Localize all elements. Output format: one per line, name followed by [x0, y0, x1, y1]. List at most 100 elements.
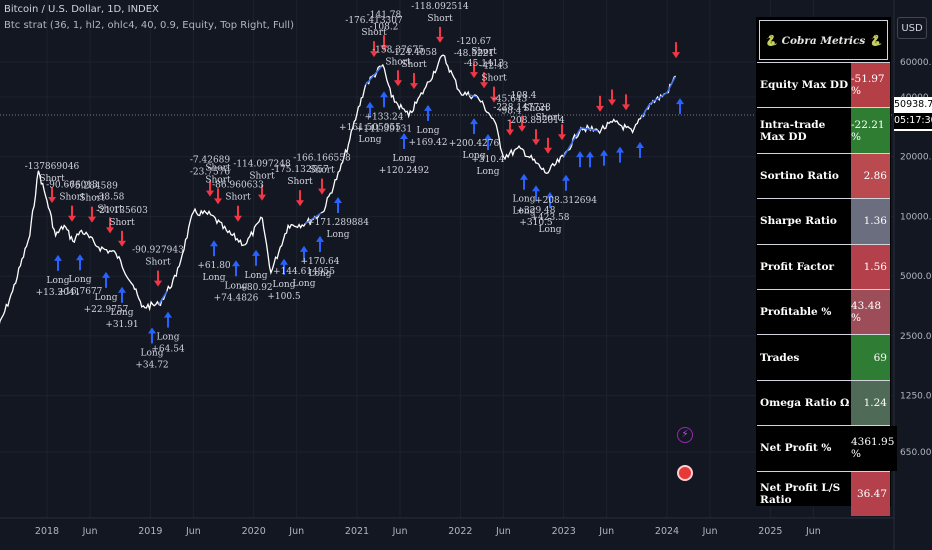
long-label: Long — [47, 276, 70, 286]
metrics-title: 🐍 Cobra Metrics 🐍 — [759, 20, 888, 60]
short-signal-arrowhead — [544, 147, 552, 154]
short-signal-arrowhead — [558, 134, 566, 141]
short-label: Short — [385, 57, 411, 67]
long-label: +64.54 — [151, 345, 185, 355]
long-label: +161.505055 — [339, 123, 401, 133]
x-tick-label: Jun — [288, 526, 304, 537]
metric-row: Sharpe Ratio 1.36 — [757, 198, 890, 244]
short-signal-arrowhead — [622, 104, 630, 111]
long-label: Long — [359, 135, 382, 145]
chart-header: Bitcoin / U.S. Dollar, 1D, INDEX Btc str… — [4, 2, 294, 34]
short-signal-arrowhead — [518, 125, 526, 132]
long-signal-arrowhead — [470, 118, 478, 125]
short-signal-arrowhead — [318, 188, 326, 195]
long-signal-arrowhead — [546, 191, 554, 198]
x-tick-label: Jun — [495, 526, 511, 537]
long-label: +34.72 — [135, 360, 168, 370]
short-label: -38.58 — [96, 192, 125, 202]
lightning-event-icon[interactable]: ⚡ — [677, 427, 693, 443]
long-label: Long — [245, 271, 268, 281]
short-label: Short — [145, 258, 171, 268]
long-signal-arrowhead — [54, 254, 62, 261]
long-label: +16.7677 — [58, 287, 103, 297]
short-signal-arrowhead — [608, 99, 616, 106]
metric-value: 69 — [851, 335, 890, 380]
x-tick-label: 2025 — [758, 526, 782, 537]
y-tick-label: 1250.00 — [900, 392, 932, 402]
long-signal-arrowhead — [636, 141, 644, 148]
long-signal-arrowhead — [366, 101, 374, 108]
short-label: -108.2 — [370, 22, 399, 32]
symbol-title[interactable]: Bitcoin / U.S. Dollar, 1D, INDEX — [4, 4, 159, 15]
short-label: Short — [523, 104, 549, 114]
us-flag-event-icon[interactable] — [677, 465, 693, 481]
long-label: +423.58 — [530, 213, 569, 223]
long-label: +13.2041 — [36, 288, 81, 298]
long-label: Long — [417, 126, 440, 136]
metric-value: 43.48 % — [851, 289, 890, 335]
metric-row: Intra-trade Max DD -22.21 % — [757, 107, 890, 153]
metric-label: Net Profit L/S Ratio — [760, 481, 841, 506]
long-signal-arrowhead — [76, 254, 84, 261]
x-tick-label: 2018 — [35, 526, 59, 537]
currency-button[interactable]: USD — [897, 17, 927, 39]
metric-value: 1.24 — [851, 380, 890, 426]
long-label: Long — [463, 151, 486, 161]
x-axis: 2018 Jun 2019 Jun 2020 Jun 2021 Jun 2022 Jun 2023 J… — [35, 526, 821, 537]
cobra-metrics-panel: 🐍 Cobra Metrics 🐍 Equity Max DD -51.97 % I… — [756, 17, 898, 516]
current-price-value: 50938.78 — [894, 99, 932, 110]
short-label: -108.4 — [508, 91, 537, 101]
metric-label: Trades — [760, 351, 800, 364]
x-tick-label: Jun — [185, 526, 201, 537]
long-label: +144.614955 — [273, 267, 335, 277]
short-signal-arrowhead — [88, 216, 96, 223]
x-tick-label: 2023 — [552, 526, 576, 537]
long-signal-arrowhead — [252, 249, 260, 256]
metric-row: Profitable % 43.48 % — [757, 288, 890, 335]
long-label: +169.42 — [408, 138, 447, 148]
metric-row: Equity Max DD -51.97 % — [757, 62, 890, 108]
y-tick-label: 2500.00 — [900, 332, 932, 342]
short-label: -7.42689 — [190, 156, 231, 166]
long-segment — [365, 65, 383, 86]
short-label: -75.284589 — [66, 182, 118, 192]
long-signal-arrowhead — [102, 271, 110, 278]
long-signal-arrowhead — [316, 235, 324, 242]
long-signal-arrowhead — [210, 240, 218, 247]
y-tick-label: 650.00 — [900, 448, 932, 458]
long-signal-arrowhead — [676, 98, 684, 105]
long-label: Long — [477, 167, 500, 177]
short-label: -166.166558 — [293, 154, 351, 164]
y-tick-label: 60000.00 — [900, 58, 932, 68]
long-segment — [563, 126, 598, 158]
x-tick-label: 2022 — [448, 526, 472, 537]
short-label: -120.67 — [457, 37, 492, 47]
metric-row: Omega Ratio Ω 1.24 — [757, 379, 890, 426]
short-signal-arrowhead — [410, 83, 418, 90]
long-label: Long — [141, 348, 164, 358]
short-label: -124.4058 — [391, 48, 437, 58]
metric-label: Sharpe Ratio — [760, 215, 837, 228]
long-label: +133.24 — [364, 112, 403, 122]
long-signal-arrowhead — [164, 311, 172, 318]
long-signal-arrowhead — [232, 260, 240, 267]
metric-label: Omega Ratio Ω — [760, 396, 850, 409]
short-signal-arrowhead — [532, 139, 540, 146]
long-label: Long — [69, 275, 92, 285]
metric-label: Profitable % — [760, 306, 832, 319]
long-segment — [304, 212, 322, 225]
long-label: Long — [111, 308, 134, 318]
short-signal-arrowhead — [48, 197, 56, 204]
long-label: Long — [293, 279, 316, 289]
short-label: Short — [535, 113, 561, 123]
short-label: Short — [205, 175, 231, 185]
short-signal-arrowhead — [234, 215, 242, 222]
y-tick-label: 5000.00 — [900, 272, 932, 282]
long-signal-arrowhead — [600, 149, 608, 156]
y-tick-label: 10000.00 — [900, 212, 932, 222]
indicator-legend[interactable]: Btc strat (36, 1, hl2, ohlc4, 40, 0.9, E… — [4, 20, 294, 31]
long-signal-arrowhead — [616, 146, 624, 153]
short-label: Short — [471, 47, 497, 57]
short-label: Short — [59, 193, 85, 203]
long-label: Long — [203, 273, 226, 283]
